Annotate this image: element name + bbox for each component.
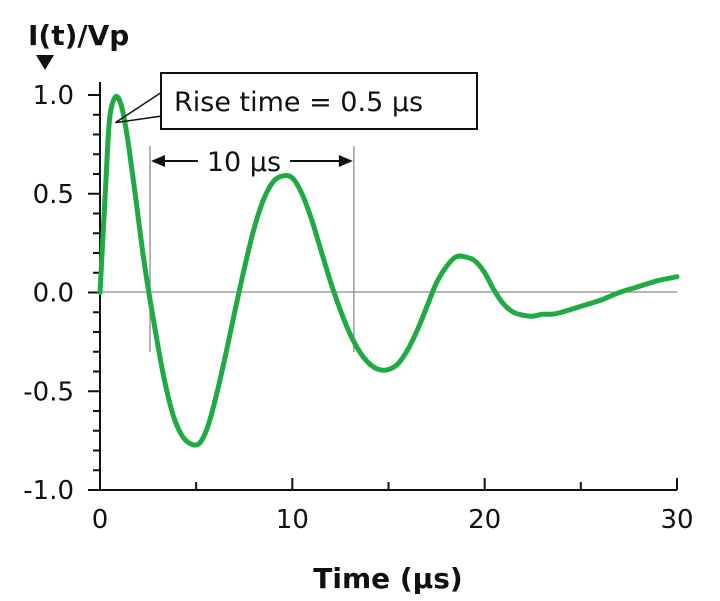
series-line <box>97 93 680 448</box>
x-tick-label: 20 <box>468 505 501 535</box>
y-tick-label: -1.0 <box>23 476 74 506</box>
y-axis-label: I(t)/Vp <box>28 19 129 52</box>
y-tick-labels: 1.0 0.5 0.0 -0.5 -1.0 <box>23 81 74 506</box>
arrowhead-left-icon <box>151 155 166 167</box>
x-tick-label: 30 <box>660 505 693 535</box>
x-axis-label: Time (µs) <box>313 562 462 595</box>
rise-time-label: Rise time = 0.5 µs <box>174 87 423 118</box>
x-tick-labels: 0 10 20 30 <box>92 505 694 535</box>
rise-time-pointer-line <box>114 91 163 124</box>
y-tick-label: 0.0 <box>33 279 74 309</box>
period-label: 10 µs <box>207 147 281 178</box>
rise-time-box <box>160 72 478 130</box>
x-tick-label: 0 <box>92 505 109 535</box>
x-tick-label: 10 <box>276 505 309 535</box>
rise-time-pointer-line <box>115 115 163 124</box>
y-axis-ticks <box>88 94 100 491</box>
y-axis-indicator-icon <box>36 55 54 70</box>
y-tick-label: -0.5 <box>23 377 74 407</box>
y-tick-label: 1.0 <box>33 81 74 111</box>
x-axis-ticks <box>99 478 678 490</box>
arrowhead-right-icon <box>338 155 353 167</box>
y-tick-label: 0.5 <box>33 180 74 210</box>
